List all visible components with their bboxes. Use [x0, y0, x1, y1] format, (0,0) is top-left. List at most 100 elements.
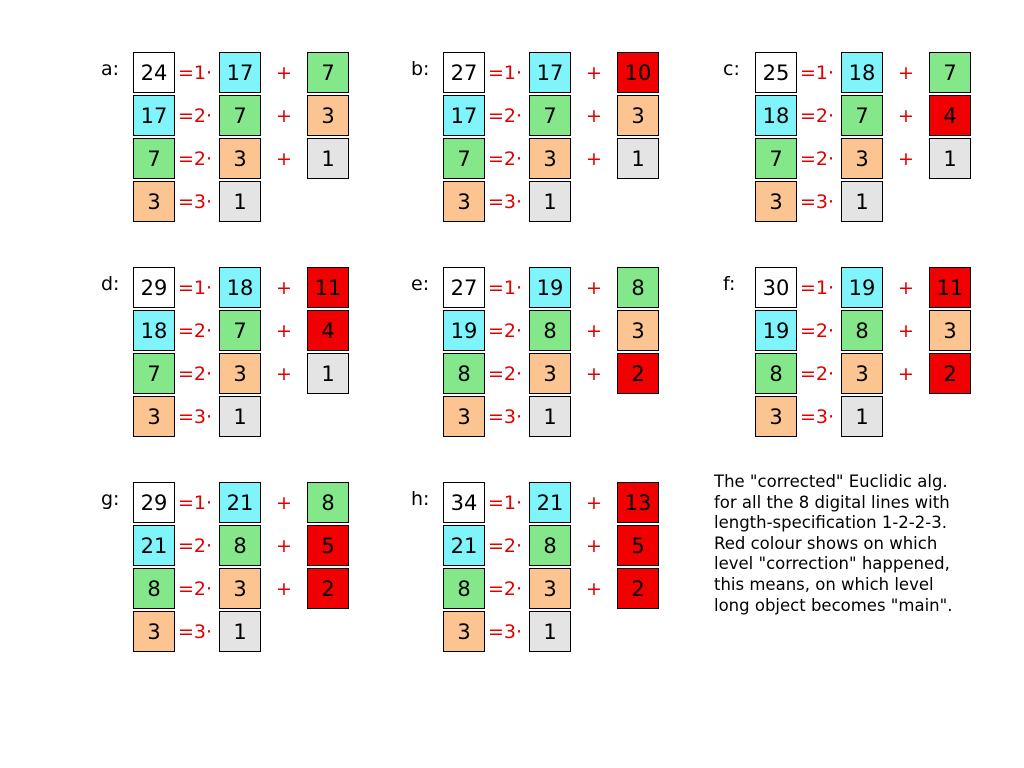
dividend-cell: 7	[133, 353, 175, 394]
multiplier-operator: =2·	[488, 105, 523, 127]
remainder-cell: 3	[307, 95, 349, 136]
divisor-cell: 3	[841, 138, 883, 179]
multiplier-operator: =3·	[178, 191, 213, 213]
multiplier-operator: =2·	[800, 105, 835, 127]
remainder-cell: 4	[929, 95, 971, 136]
divisor-cell: 19	[529, 267, 571, 308]
diagram-label: g:	[101, 488, 120, 510]
diagram-b: b: 27 =1· 17 +10 17 =2· 7 +3 7 =2· 3 +1 3 =3· 1	[411, 52, 683, 227]
multiplier-operator: =2·	[800, 148, 835, 170]
dividend-cell: 3	[755, 181, 797, 222]
remainder-cell: 13	[617, 482, 659, 523]
dividend-cell: 17	[133, 95, 175, 136]
multiplier-operator: =1·	[178, 492, 213, 514]
dividend-cell: 18	[755, 95, 797, 136]
remainder-cell: 2	[617, 353, 659, 394]
divisor-cell: 19	[841, 267, 883, 308]
multiplier-operator: =1·	[800, 62, 835, 84]
diagram-label: d:	[101, 273, 120, 295]
plus-operator: +	[276, 105, 292, 127]
plus-operator: +	[586, 277, 602, 299]
diagram-label: c:	[723, 58, 740, 80]
caption-line: level "correction" happened,	[714, 554, 950, 574]
diagram-label: a:	[101, 58, 120, 80]
divisor-cell: 7	[841, 95, 883, 136]
plus-operator: +	[586, 148, 602, 170]
remainder-cell: 2	[929, 353, 971, 394]
remainder-cell: 4	[307, 310, 349, 351]
multiplier-operator: =3·	[488, 191, 523, 213]
remainder-cell: 11	[929, 267, 971, 308]
diagram-e: e: 27 =1· 19 +8 19 =2· 8 +3 8 =2· 3 +2 3 =3· 1	[411, 267, 683, 442]
dividend-cell: 8	[755, 353, 797, 394]
plus-operator: +	[276, 62, 292, 84]
plus-operator: +	[898, 62, 914, 84]
dividend-cell: 3	[133, 611, 175, 652]
remainder-cell: 8	[617, 267, 659, 308]
divisor-cell: 8	[529, 525, 571, 566]
multiplier-operator: =2·	[178, 535, 213, 557]
dividend-cell: 8	[443, 353, 485, 394]
plus-operator: +	[276, 148, 292, 170]
divisor-cell: 18	[219, 267, 261, 308]
divisor-cell: 17	[219, 52, 261, 93]
dividend-cell: 27	[443, 52, 485, 93]
plus-operator: +	[586, 363, 602, 385]
divisor-cell: 17	[529, 52, 571, 93]
divisor-cell: 21	[219, 482, 261, 523]
remainder-cell: 7	[307, 52, 349, 93]
plus-operator: +	[898, 363, 914, 385]
divisor-cell: 7	[529, 95, 571, 136]
multiplier-operator: =2·	[800, 363, 835, 385]
remainder-cell: 5	[307, 525, 349, 566]
dividend-cell: 18	[133, 310, 175, 351]
remainder-cell: 1	[617, 138, 659, 179]
divisor-cell: 3	[219, 138, 261, 179]
diagram-a: a: 24 =1· 17 +7 17 =2· 7 +3 7 =2· 3 +1 3 =3· 1	[101, 52, 373, 227]
plus-operator: +	[898, 277, 914, 299]
divisor-cell: 1	[529, 181, 571, 222]
multiplier-operator: =2·	[178, 105, 213, 127]
dividend-cell: 8	[133, 568, 175, 609]
divisor-cell: 7	[219, 95, 261, 136]
remainder-cell: 11	[307, 267, 349, 308]
multiplier-operator: =2·	[488, 363, 523, 385]
multiplier-operator: =3·	[488, 621, 523, 643]
divisor-cell: 1	[841, 396, 883, 437]
divisor-cell: 18	[841, 52, 883, 93]
dividend-cell: 29	[133, 267, 175, 308]
dividend-cell: 3	[133, 396, 175, 437]
divisor-cell: 3	[529, 353, 571, 394]
diagram-d: d: 29 =1· 18 +11 18 =2· 7 +4 7 =2· 3 +1 3 =3· 1	[101, 267, 373, 442]
divisor-cell: 1	[529, 396, 571, 437]
multiplier-operator: =2·	[488, 148, 523, 170]
divisor-cell: 21	[529, 482, 571, 523]
diagram-h: h: 34 =1· 21 +13 21 =2· 8 +5 8 =2· 3 +2 3 =3· 1	[411, 482, 683, 657]
multiplier-operator: =2·	[178, 148, 213, 170]
diagram-f: f: 30 =1· 19 +11 19 =2· 8 +3 8 =2· 3 +2 3 =3· 1	[723, 267, 995, 442]
dividend-cell: 3	[443, 181, 485, 222]
divisor-cell: 1	[219, 181, 261, 222]
plus-operator: +	[276, 492, 292, 514]
multiplier-operator: =1·	[178, 277, 213, 299]
dividend-cell: 34	[443, 482, 485, 523]
divisor-cell: 3	[529, 568, 571, 609]
plus-operator: +	[898, 105, 914, 127]
divisor-cell: 1	[841, 181, 883, 222]
caption-line: for all the 8 digital lines with	[714, 492, 950, 512]
multiplier-operator: =2·	[178, 363, 213, 385]
dividend-cell: 21	[443, 525, 485, 566]
caption-line: long object becomes "main".	[714, 595, 953, 615]
divisor-cell: 3	[529, 138, 571, 179]
caption-line: The "corrected" Euclidic alg.	[714, 472, 948, 491]
plus-operator: +	[898, 320, 914, 342]
dividend-cell: 27	[443, 267, 485, 308]
dividend-cell: 25	[755, 52, 797, 93]
dividend-cell: 19	[443, 310, 485, 351]
caption: The "corrected" Euclidic alg. for all th…	[714, 472, 1014, 616]
divisor-cell: 3	[219, 353, 261, 394]
multiplier-operator: =2·	[488, 535, 523, 557]
remainder-cell: 5	[617, 525, 659, 566]
caption-line: length-specification 1-2-2-3.	[714, 513, 947, 533]
divisor-cell: 3	[219, 568, 261, 609]
